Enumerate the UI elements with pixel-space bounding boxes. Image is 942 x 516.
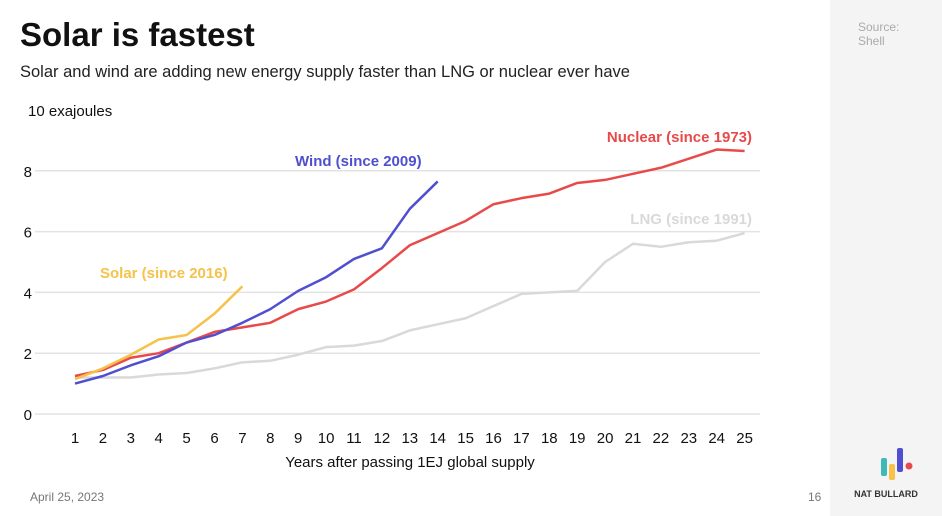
- x-tick-label: 24: [708, 430, 725, 447]
- y-tick-label: 4: [24, 285, 32, 302]
- x-tick-label: 17: [513, 430, 530, 447]
- y-axis-top-label: 10 exajoules: [28, 103, 112, 120]
- x-tick-label: 1: [71, 430, 79, 447]
- x-tick-label: 23: [680, 430, 697, 447]
- x-tick-label: 10: [318, 430, 335, 447]
- x-tick-label: 2: [99, 430, 107, 447]
- series-label-wind: Wind (since 2009): [295, 153, 422, 170]
- y-tick-label: 2: [24, 346, 32, 363]
- x-tick-label: 12: [374, 430, 391, 447]
- x-tick-label: 7: [238, 430, 246, 447]
- series-line-wind: [74, 180, 439, 385]
- series-label-nuclear: Nuclear (since 1973): [607, 129, 752, 146]
- x-tick-label: 19: [569, 430, 586, 447]
- x-tick-label: 25: [736, 430, 753, 447]
- page-number: 16: [808, 490, 822, 504]
- page-subtitle: Solar and wind are adding new energy sup…: [20, 63, 630, 81]
- x-tick-label: 3: [127, 430, 135, 447]
- page-title: Solar is fastest: [20, 16, 255, 53]
- y-tick-label: 6: [24, 225, 32, 242]
- logo-icon: [881, 448, 913, 480]
- x-tick-label: 20: [597, 430, 614, 447]
- x-tick-label: 21: [625, 430, 642, 447]
- x-tick-label: 8: [266, 430, 274, 447]
- x-tick-label: 18: [541, 430, 558, 447]
- series-label-solar: Solar (since 2016): [100, 265, 228, 282]
- series-label-lng: LNG (since 1991): [630, 211, 752, 228]
- y-tick-label: 0: [24, 407, 32, 424]
- x-tick-label: 4: [155, 430, 163, 447]
- y-tick-label: 8: [24, 164, 32, 181]
- series-line-lng: [75, 231, 745, 379]
- brand-name: NAT BULLARD: [854, 489, 918, 499]
- x-tick-label: 11: [346, 430, 362, 447]
- x-tick-label: 6: [210, 430, 218, 447]
- x-tick-label: 9: [294, 430, 302, 447]
- series-line-nuclear: [74, 148, 745, 378]
- x-tick-label: 5: [182, 430, 190, 447]
- x-axis-title: Years after passing 1EJ global supply: [285, 454, 535, 471]
- x-tick-label: 22: [653, 430, 670, 447]
- sidebar: Source: Shell NAT BULLARD: [830, 0, 942, 516]
- x-tick-label: 16: [485, 430, 502, 447]
- source-note: Source: Shell: [858, 20, 900, 48]
- x-tick-label: 13: [401, 430, 418, 447]
- x-tick-label: 15: [457, 430, 474, 447]
- x-tick-label: 14: [429, 430, 446, 447]
- date: April 25, 2023: [30, 490, 105, 504]
